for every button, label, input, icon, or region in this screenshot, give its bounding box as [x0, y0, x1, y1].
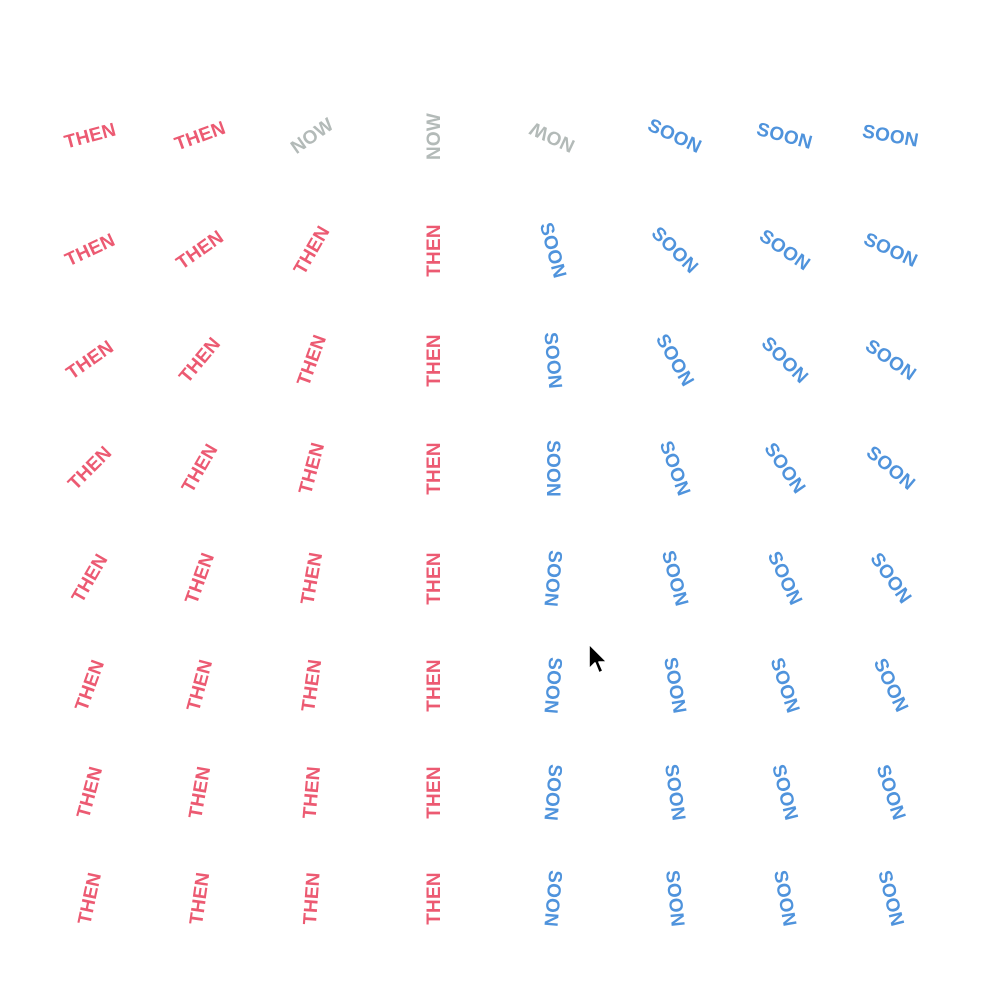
word-soon-r7-c6: SOON [659, 762, 689, 822]
word-then-r4-c1: THEN [63, 442, 116, 494]
word-soon-r8-c6: SOON [660, 868, 688, 928]
word-soon-r7-c8: SOON [871, 761, 909, 823]
word-soon-r4-c7: SOON [759, 438, 809, 498]
word-soon-r3-c5: SOON [538, 330, 565, 390]
word-soon-r3-c8: SOON [860, 335, 920, 385]
word-then-r8-c4: THEN [423, 871, 445, 925]
word-soon-r2-c5: SOON [534, 219, 570, 281]
word-soon-r4-c6: SOON [654, 437, 694, 499]
word-then-r8-c1: THEN [74, 870, 106, 926]
mouse-pointer-arrow-icon [588, 643, 608, 674]
word-then-r4-c2: THEN [177, 440, 222, 496]
word-then-r6-c4: THEN [423, 658, 445, 712]
word-then-r7-c1: THEN [72, 763, 107, 821]
word-then-r6-c2: THEN [182, 656, 217, 714]
word-then-r5-c2: THEN [180, 549, 219, 607]
word-soon-r7-c7: SOON [766, 761, 801, 823]
word-soon-r7-c5: SOON [538, 762, 565, 822]
word-soon-r3-c6: SOON [650, 330, 698, 390]
word-then-r7-c3: THEN [299, 764, 325, 820]
word-soon-r8-c5: SOON [538, 868, 565, 928]
word-soon-r1-c8: SOON [860, 120, 920, 152]
word-soon-r1-c6: SOON [643, 114, 705, 158]
word-then-r5-c4: THEN [423, 551, 445, 605]
word-soon-r5-c5: SOON [538, 548, 565, 608]
word-now-r1-c3: NOW [286, 113, 338, 159]
word-then-r7-c4: THEN [423, 765, 445, 819]
word-then-r2-c3: THEN [289, 222, 334, 278]
word-soon-r5-c6: SOON [656, 547, 692, 609]
word-soon-r5-c8: SOON [865, 548, 915, 608]
word-then-r8-c2: THEN [185, 870, 214, 926]
word-then-r4-c4: THEN [423, 441, 445, 495]
word-then-r8-c3: THEN [299, 871, 325, 925]
word-soon-r2-c6: SOON [646, 222, 702, 278]
word-soon-r2-c8: SOON [859, 228, 921, 272]
word-then-r6-c1: THEN [70, 656, 109, 714]
word-soon-r6-c7: SOON [765, 654, 803, 716]
word-soon-r6-c6: SOON [658, 655, 690, 715]
word-then-r3-c4: THEN [423, 333, 445, 387]
word-then-r1-c1: THEN [61, 119, 118, 153]
word-then-r5-c1: THEN [67, 550, 112, 606]
word-soon-r4-c5: SOON [541, 439, 563, 497]
word-then-r3-c3: THEN [292, 331, 331, 389]
word-soon-r8-c7: SOON [768, 868, 800, 928]
word-soon-r3-c7: SOON [756, 332, 812, 388]
word-now-r1-c4: NOW [423, 112, 445, 160]
word-soon-r1-c7: SOON [753, 118, 815, 154]
word-then-r7-c2: THEN [184, 764, 215, 820]
word-then-r3-c1: THEN [62, 336, 118, 384]
word-now-r1-c5: NOW [526, 116, 578, 156]
word-then-r6-c3: THEN [297, 657, 326, 713]
word-soon-r6-c8: SOON [868, 654, 912, 716]
word-then-r2-c2: THEN [172, 226, 228, 274]
word-then-r2-c1: THEN [61, 229, 119, 271]
word-soon-r2-c7: SOON [754, 225, 814, 275]
word-then-r3-c2: THEN [174, 333, 225, 387]
word-then-r4-c3: THEN [294, 439, 329, 497]
word-soon-r4-c8: SOON [861, 441, 919, 495]
word-then-r5-c3: THEN [296, 550, 327, 606]
word-then-r1-c2: THEN [171, 117, 229, 155]
word-soon-r6-c5: SOON [538, 655, 565, 715]
word-then-r2-c4: THEN [423, 223, 445, 277]
word-soon-r5-c7: SOON [762, 547, 806, 609]
word-soon-r8-c8: SOON [872, 867, 907, 929]
